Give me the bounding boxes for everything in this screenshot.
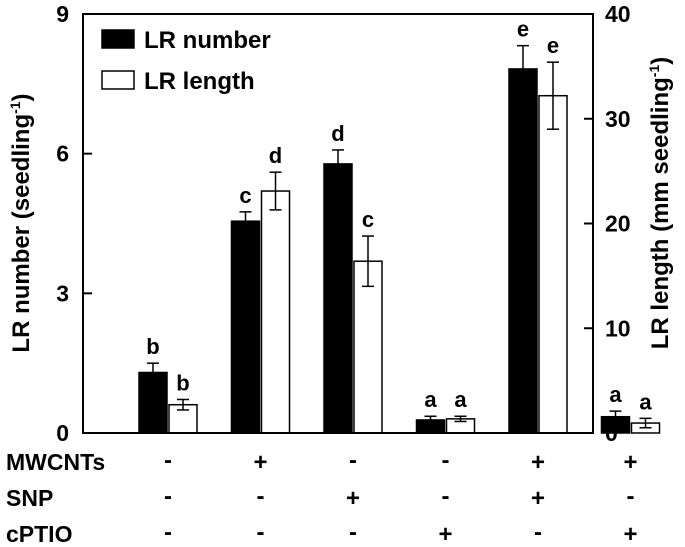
treatment-sign: + xyxy=(623,521,637,547)
significance-label-lr-length: b xyxy=(176,370,189,395)
significance-label-lr-length: a xyxy=(639,389,652,414)
treatment-sign: - xyxy=(627,483,635,510)
treatment-name: cPTIO xyxy=(6,521,72,547)
right-tick-label: 10 xyxy=(605,315,631,341)
left-tick-label: 3 xyxy=(56,280,69,306)
left-axis-title-main: LR number (seedling xyxy=(8,114,35,353)
treatment-sign: + xyxy=(531,449,545,476)
bar-lr-length xyxy=(353,260,383,434)
right-tick-label: 30 xyxy=(605,106,631,132)
treatment-name: MWCNTs xyxy=(6,449,105,475)
right-tick-label: 20 xyxy=(605,211,631,237)
significance-label-lr-number: a xyxy=(609,382,622,407)
left-axis-title-tail: ) xyxy=(8,93,35,101)
bar-lr-number xyxy=(323,163,353,434)
treatment-sign: + xyxy=(531,485,545,512)
treatment-sign: + xyxy=(346,485,360,512)
right-tick-label: 40 xyxy=(605,1,631,27)
treatment-table: MWCNTs - + - - + + SNP - - + - + - cPTIO - - - + - + xyxy=(6,447,638,547)
legend-swatch-lr-number xyxy=(101,29,135,49)
significance-label-lr-number: b xyxy=(146,334,159,359)
right-axis-title-main: LR length (mm seedling xyxy=(647,77,674,349)
treatment-sign: - xyxy=(442,447,450,474)
legend-label-lr-number: LR number xyxy=(144,27,271,54)
treatment-name: SNP xyxy=(6,485,53,511)
treatment-sign: - xyxy=(442,483,450,510)
treatment-sign: - xyxy=(349,447,357,474)
bar-lr-length xyxy=(538,94,568,434)
right-axis-title-tail: ) xyxy=(647,57,674,65)
left-tick-label: 6 xyxy=(56,141,69,167)
left-axis-title-sup: -1 xyxy=(7,101,23,114)
significance-label-lr-number: e xyxy=(517,17,529,42)
significance-label-lr-length: a xyxy=(454,387,467,412)
treatment-sign: - xyxy=(164,483,172,510)
treatment-sign: - xyxy=(349,519,357,546)
left-tick-label: 9 xyxy=(56,1,69,27)
treatment-sign: - xyxy=(164,519,172,546)
treatment-sign: - xyxy=(257,483,265,510)
treatment-sign: - xyxy=(534,519,542,546)
treatment-sign: - xyxy=(257,519,265,546)
treatment-sign: + xyxy=(623,449,637,476)
significance-label-lr-number: d xyxy=(331,121,344,146)
bar-lr-number xyxy=(230,220,261,434)
right-axis-title-sup: -1 xyxy=(646,65,662,78)
left-axis-title: LR number (seedling-1) xyxy=(7,93,35,352)
left-tick-label: 0 xyxy=(56,420,69,446)
significance-label-lr-number: a xyxy=(424,387,437,412)
significance-label-lr-length: e xyxy=(547,33,559,58)
right-tick-label: 0 xyxy=(605,420,618,446)
legend: LR number LR length xyxy=(101,27,271,95)
treatment-sign: + xyxy=(438,521,452,547)
significance-label-lr-length: d xyxy=(269,143,282,168)
legend-label-lr-length: LR length xyxy=(144,68,255,95)
right-axis-title: LR length (mm seedling-1) xyxy=(646,57,674,349)
treatment-sign: + xyxy=(253,449,267,476)
significance-label-lr-length: c xyxy=(362,207,374,232)
significance-label-lr-number: c xyxy=(239,183,251,208)
bar-lr-length xyxy=(260,190,291,434)
legend-swatch-lr-length xyxy=(101,70,135,90)
bar-lr-number xyxy=(508,68,538,434)
axes-layer: 0 3 6 9 0 10 20 30 40 xyxy=(56,1,630,446)
treatment-sign: - xyxy=(164,447,172,474)
